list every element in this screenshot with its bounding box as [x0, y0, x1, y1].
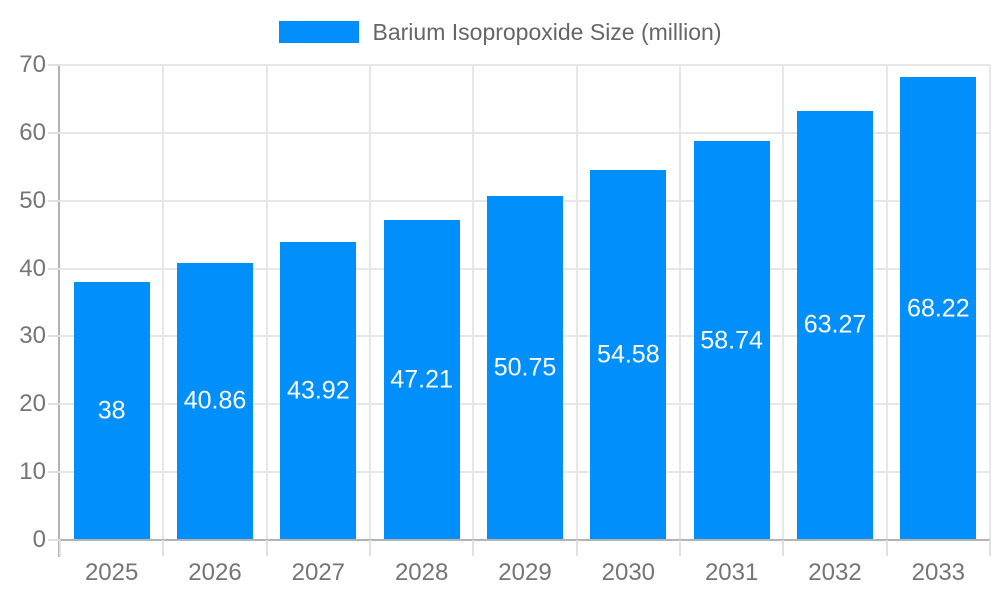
y-axis-tick: [48, 335, 60, 338]
y-axis-tick: [48, 471, 60, 474]
bar-value-label: 40.86: [183, 386, 247, 415]
x-axis-tick: [369, 540, 371, 556]
v-gridline: [575, 65, 578, 540]
y-axis-tick: [48, 64, 60, 66]
bar-value-label: 68.22: [907, 294, 970, 323]
x-tick-label: 2029: [498, 559, 552, 586]
x-tick-label: 2033: [911, 559, 966, 586]
plot-area: 38 40.86 43.92 47.21 50.75 54.58 58.74 63.27 68.…: [60, 64, 991, 540]
legend-marker-icon: [278, 21, 359, 43]
x-tick-label: 2027: [291, 559, 346, 586]
v-gridline: [679, 65, 681, 540]
y-tick-label: 20: [19, 390, 46, 418]
y-axis-tick: [48, 199, 60, 202]
y-axis-tick: [48, 267, 60, 270]
x-tick-label: 2030: [601, 559, 656, 586]
v-gridline: [162, 65, 165, 540]
bar-value-label: 47.21: [390, 365, 453, 394]
y-tick-label: 60: [19, 118, 46, 146]
bar-2031[interactable]: [693, 141, 770, 540]
x-axis-tick: [575, 540, 578, 556]
bar-value-label: 50.75: [493, 353, 557, 382]
v-gridline: [265, 65, 268, 540]
x-tick-label: 2032: [808, 559, 862, 586]
x-tick-label: 2026: [188, 559, 242, 586]
x-tick-label: 2031: [704, 559, 759, 586]
bar-value-label: 38: [97, 396, 126, 425]
legend[interactable]: Barium Isopropoxide Size (million): [0, 10, 1000, 54]
x-axis-line: [58, 539, 990, 541]
x-axis-tick: [989, 540, 991, 556]
y-axis-tick: [48, 539, 60, 541]
x-axis-tick: [472, 540, 475, 556]
v-gridline: [472, 65, 475, 540]
v-gridline: [885, 65, 888, 540]
y-tick-label: 50: [19, 186, 46, 214]
y-tick-label: 70: [19, 51, 46, 78]
bar-2032[interactable]: [797, 110, 873, 540]
bar-2025[interactable]: [73, 282, 150, 540]
h-gridline: [60, 131, 990, 134]
bar-value-label: 54.58: [597, 340, 660, 369]
bar-2029[interactable]: [487, 195, 563, 540]
y-axis-tick: [48, 131, 60, 134]
bar-value-label: 58.74: [700, 326, 763, 355]
bar-value-label: 63.27: [803, 310, 867, 339]
bar-2026[interactable]: [177, 262, 253, 540]
v-gridline: [782, 65, 785, 540]
v-gridline: [369, 65, 371, 540]
x-tick-label: 2028: [394, 559, 449, 586]
bar-2030[interactable]: [590, 169, 667, 540]
legend-label: Barium Isopropoxide Size (million): [372, 18, 722, 45]
x-tick-label: 2025: [84, 559, 139, 586]
x-axis-tick: [885, 540, 888, 556]
bar-2028[interactable]: [383, 219, 460, 540]
y-tick-label: 40: [19, 254, 46, 282]
y-axis-line: [58, 65, 60, 557]
h-gridline: [60, 64, 990, 66]
y-tick-label: 10: [19, 458, 46, 486]
y-tick-label: 30: [19, 322, 46, 350]
y-axis-tick: [48, 403, 60, 406]
bar-2033[interactable]: [900, 77, 977, 540]
x-axis-tick: [679, 540, 681, 556]
x-axis-tick: [265, 540, 268, 556]
bar-2027[interactable]: [280, 241, 357, 540]
y-tick-label: 0: [32, 526, 46, 553]
x-axis-tick: [162, 540, 165, 556]
bar-value-label: 43.92: [287, 376, 350, 405]
v-gridline: [989, 65, 991, 540]
x-axis-tick: [782, 540, 785, 556]
x-axis-tick: [59, 540, 61, 556]
